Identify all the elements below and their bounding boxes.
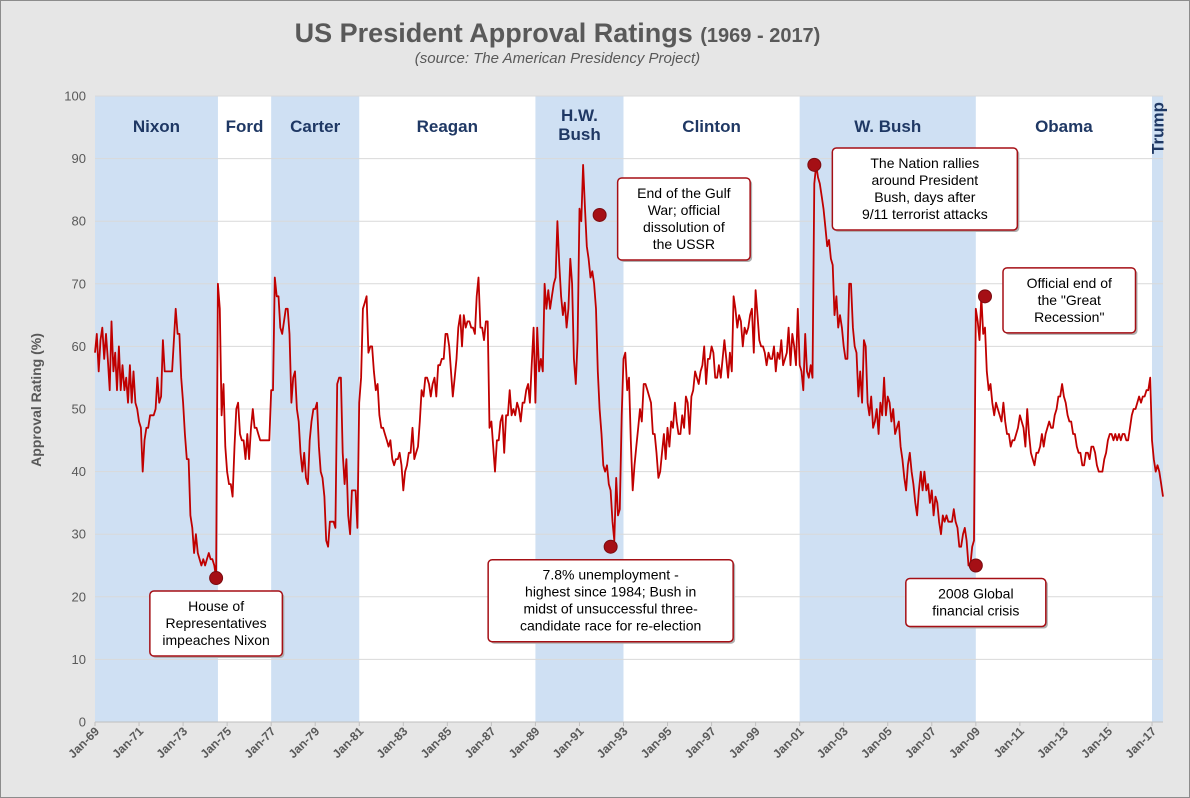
annotation-text: dissolution of <box>643 219 725 235</box>
annotation-text: financial crisis <box>932 603 1019 619</box>
annotation-marker <box>592 207 607 222</box>
annotation-box <box>149 590 284 657</box>
x-tick-label: Jan-85 <box>418 724 455 761</box>
approval-series-line <box>94 164 1164 579</box>
annotation-marker <box>968 558 983 573</box>
annotation-3: 7.8% unemployment -highest since 1984; B… <box>487 539 736 644</box>
annotation-text: 2008 Global <box>938 586 1014 602</box>
y-tick-label: 30 <box>72 527 86 542</box>
x-tick-label: Jan-81 <box>330 724 367 761</box>
president-label-h-w-bush: Bush <box>558 125 601 144</box>
chart-title-years: (1969 - 2017) <box>700 25 821 47</box>
president-label-trump: Trump <box>1148 102 1167 154</box>
annotation-text: 9/11 terrorist attacks <box>862 206 988 222</box>
x-tick-label: Jan-09 <box>946 724 983 761</box>
y-tick-label: 70 <box>72 276 86 291</box>
y-tick-label: 60 <box>72 339 86 354</box>
president-label-clinton: Clinton <box>682 117 741 136</box>
annotation-text: Representatives <box>166 615 267 631</box>
y-tick-label: 20 <box>72 589 86 604</box>
annotation-text: around President <box>872 172 979 188</box>
annotation-text: House of <box>188 598 244 614</box>
x-tick-label: Jan-71 <box>109 724 146 761</box>
x-tick-label: Jan-05 <box>858 724 895 761</box>
y-tick-label: 100 <box>64 89 86 104</box>
y-axis-label: Approval Rating (%) <box>28 333 44 467</box>
annotation-text: Official end of <box>1027 275 1112 291</box>
x-tick-label: Jan-97 <box>682 724 719 761</box>
annotation-box <box>831 147 1019 231</box>
annotation-text: the USSR <box>653 236 715 252</box>
annotation-text: the "Great <box>1038 292 1101 308</box>
y-tick-label: 40 <box>72 464 86 479</box>
annotation-text: impeaches Nixon <box>162 632 269 648</box>
x-tick-label: Jan-17 <box>1122 724 1159 761</box>
x-tick-label: Jan-93 <box>594 724 631 761</box>
y-tick-label: 90 <box>72 151 86 166</box>
x-tick-label: Jan-79 <box>286 724 323 761</box>
x-tick-label: Jan-11 <box>991 724 1028 761</box>
annotation-box <box>616 177 751 261</box>
x-tick-label: Jan-15 <box>1078 724 1115 761</box>
annotation-text: candidate race for re-election <box>520 618 701 634</box>
annotation-text: midst of unsuccessful three- <box>524 601 699 617</box>
y-tick-label: 10 <box>72 652 86 667</box>
annotation-text: Recession" <box>1034 309 1104 325</box>
x-tick-label: Jan-83 <box>374 724 411 761</box>
chart-title-main: US President Approval Ratings <box>294 18 693 48</box>
x-tick-label: Jan-75 <box>197 724 234 761</box>
x-tick-label: Jan-03 <box>814 724 851 761</box>
president-label-nixon: Nixon <box>133 117 180 136</box>
x-tick-label: Jan-77 <box>241 724 278 761</box>
annotation-text: End of the Gulf <box>637 185 731 201</box>
x-tick-label: Jan-87 <box>462 724 499 761</box>
annotation-box <box>487 558 734 643</box>
y-tick-label: 80 <box>72 214 86 229</box>
president-label-obama: Obama <box>1035 117 1093 136</box>
president-label-w-bush: W. Bush <box>854 117 921 136</box>
x-tick-label: Jan-91 <box>550 724 587 761</box>
x-tick-label: Jan-73 <box>153 724 190 761</box>
president-label-reagan: Reagan <box>417 117 478 136</box>
x-tick-label: Jan-69 <box>65 724 102 761</box>
chart-title: US President Approval Ratings (1969 - 20… <box>0 18 1115 49</box>
annotation-marker <box>209 571 224 586</box>
x-tick-label: Jan-95 <box>638 724 675 761</box>
annotation-box <box>905 577 1047 628</box>
y-tick-label: 0 <box>79 715 86 730</box>
annotation-text: War; official <box>648 202 720 218</box>
x-tick-label: Jan-07 <box>902 724 939 761</box>
chart-subtitle: (source: The American Presidency Project… <box>414 50 701 67</box>
x-tick-label: Jan-01 <box>770 724 807 761</box>
annotation-text: highest since 1984; Bush in <box>525 584 696 600</box>
annotation-text: The Nation rallies <box>870 155 979 171</box>
annotation-marker <box>603 539 618 554</box>
x-tick-label: Jan-99 <box>726 724 763 761</box>
annotation-box <box>1002 267 1137 334</box>
annotation-marker <box>807 157 822 172</box>
president-label-carter: Carter <box>290 117 340 136</box>
president-label-ford: Ford <box>226 117 264 136</box>
annotation-text: Bush, days after <box>874 189 976 205</box>
y-tick-label: 50 <box>72 402 86 417</box>
x-tick-label: Jan-89 <box>506 724 543 761</box>
x-tick-label: Jan-13 <box>1034 724 1071 761</box>
annotation-marker <box>978 289 992 304</box>
president-label-h-w-bush: H.W. <box>561 106 598 125</box>
annotation-text: 7.8% unemployment - <box>543 567 680 583</box>
